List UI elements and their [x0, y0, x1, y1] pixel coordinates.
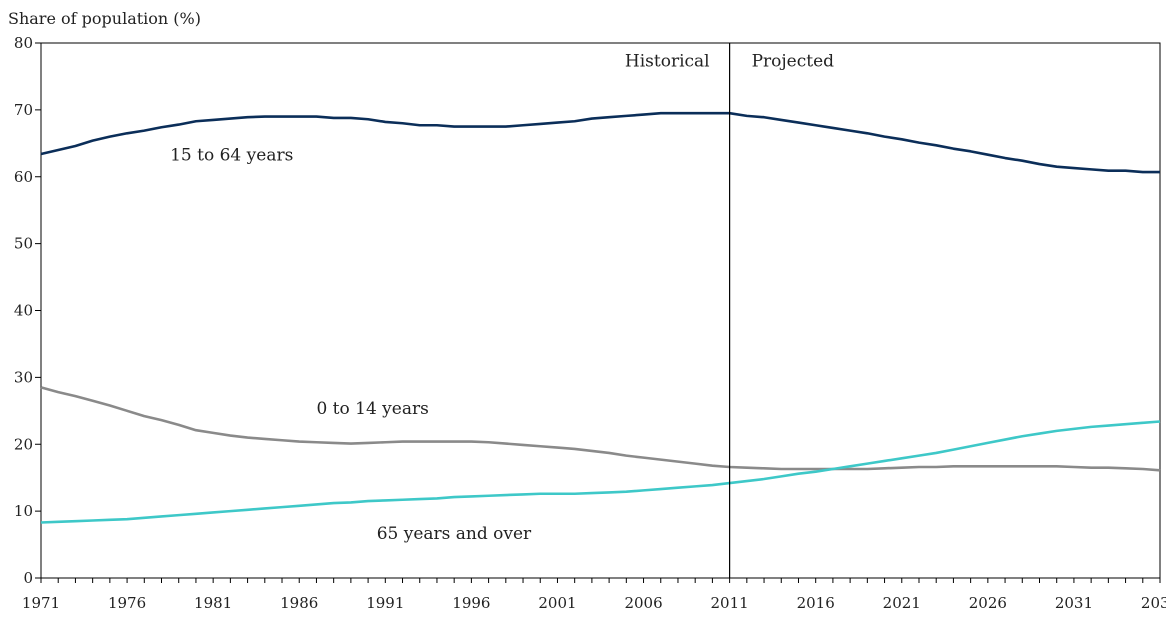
x-tick-label: 2006: [624, 594, 662, 612]
y-tick-label: 0: [23, 569, 33, 587]
x-tick-label: 2036: [1141, 594, 1166, 612]
series-label-children: 0 to 14 years: [316, 399, 428, 419]
historical-label: Historical: [625, 51, 710, 71]
series-line-0: [40, 111, 1160, 174]
y-tick-label: 40: [14, 302, 33, 320]
x-tick-label: 1991: [366, 594, 404, 612]
series-line-2: [40, 420, 1161, 524]
series-line-1: [40, 386, 1161, 472]
x-axis: 1971 1976 1981 1986 1991 1996 2001 2006 2011 2016…: [22, 578, 1166, 612]
series-layer: [40, 111, 1161, 524]
plot-border: [40, 42, 1161, 579]
y-tick-label: 80: [14, 34, 33, 52]
x-tick-label: 2021: [883, 594, 921, 612]
y-axis-title: Share of population (%): [8, 9, 201, 28]
plot-frame: [40, 42, 1161, 579]
x-tick-label: 1976: [108, 594, 146, 612]
x-tick-label: 2016: [797, 594, 835, 612]
y-tick-label: 10: [14, 502, 33, 520]
y-tick-label: 30: [14, 368, 33, 386]
y-tick-label: 50: [14, 235, 33, 253]
projected-label: Projected: [752, 51, 835, 71]
x-tick-label: 1986: [280, 594, 318, 612]
x-tick-label: 2001: [538, 594, 576, 612]
y-tick-label: 70: [14, 101, 33, 119]
x-tick-label: 1971: [22, 594, 60, 612]
x-tick-label: 1981: [194, 594, 232, 612]
x-tick-label: 2026: [969, 594, 1007, 612]
y-tick-label: 60: [14, 168, 33, 186]
x-tick-label: 1996: [452, 594, 490, 612]
y-axis: 0 10 20 30 40 50 60 70 80: [14, 34, 41, 587]
series-label-working-age: 15 to 64 years: [170, 146, 293, 166]
x-tick-label: 2011: [711, 594, 749, 612]
y-tick-label: 20: [14, 435, 33, 453]
x-tick-label: 2031: [1055, 594, 1093, 612]
series-label-seniors: 65 years and over: [377, 524, 532, 544]
